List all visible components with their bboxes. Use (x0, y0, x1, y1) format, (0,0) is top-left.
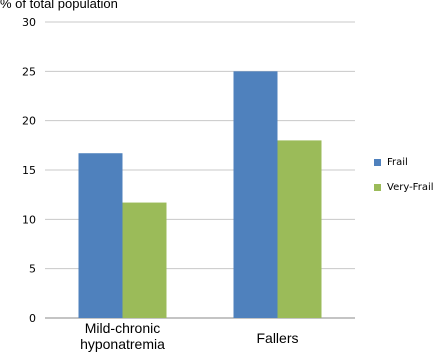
bar-very-frail-0 (122, 202, 167, 318)
category-labels: Mild-chronic hyponatremia Fallers (80, 320, 298, 352)
y-tick-label-15: 15 (22, 164, 36, 177)
y-tick-labels: 0 5 10 15 20 25 30 (22, 16, 36, 325)
legend: Frail Very-Frail (374, 150, 434, 200)
legend-swatch-very-frail (374, 184, 381, 191)
legend-swatch-frail (374, 159, 381, 166)
y-axis-label: % of total population (0, 0, 118, 11)
y-tick-label-20: 20 (22, 115, 36, 128)
bar-frail-0 (78, 153, 123, 318)
y-tick-label-30: 30 (22, 16, 36, 29)
legend-item-frail: Frail (374, 150, 434, 175)
y-tick-label-5: 5 (29, 263, 36, 276)
legend-label-frail: Frail (387, 157, 408, 168)
legend-item-very-frail: Very-Frail (374, 175, 434, 200)
y-tick-label-25: 25 (22, 65, 36, 78)
category-label-1: Fallers (256, 330, 298, 346)
y-tick-label-10: 10 (22, 213, 36, 226)
legend-label-very-frail: Very-Frail (387, 182, 434, 193)
y-tick-label-0: 0 (29, 312, 36, 325)
bars (78, 71, 322, 318)
bar-very-frail-1 (277, 140, 322, 318)
bar-frail-1 (233, 71, 278, 318)
category-label-0: Mild-chronic hyponatremia (80, 320, 165, 352)
